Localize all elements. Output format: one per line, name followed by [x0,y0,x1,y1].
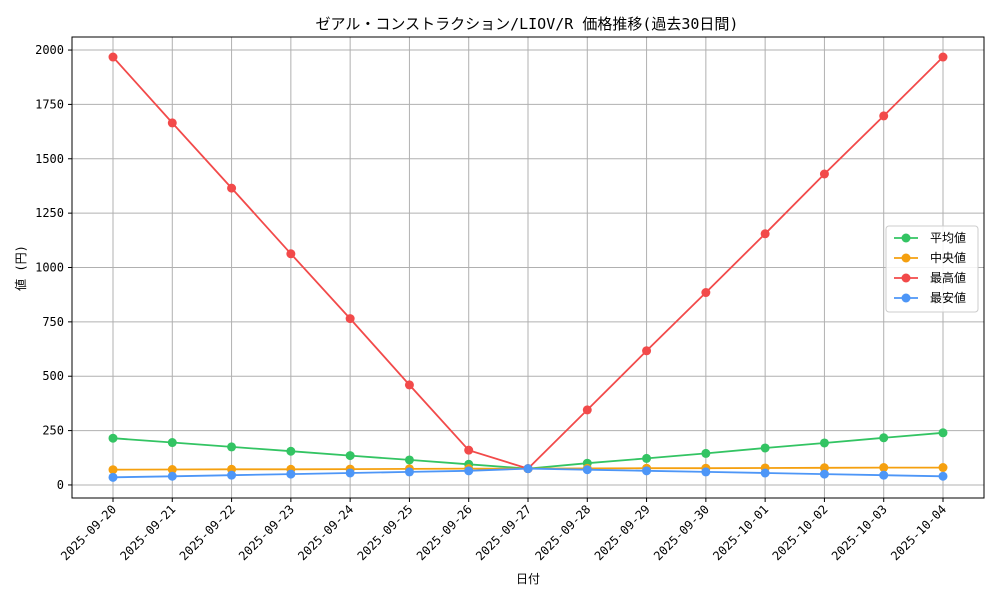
x-tick-label: 2025-09-26 [414,502,475,563]
y-tick-label: 750 [42,315,64,329]
x-tick-label: 2025-09-24 [295,502,356,563]
x-tick-label: 2025-10-01 [710,502,771,563]
data-point [167,118,177,128]
x-tick-label: 2025-09-21 [117,502,178,563]
data-point [819,438,829,448]
data-point [938,52,948,62]
data-point [404,467,414,477]
data-point [286,469,296,479]
data-point [760,443,770,453]
data-point [938,471,948,481]
data-point [108,472,118,482]
legend-item: 中央値 [894,250,966,265]
data-point [464,445,474,455]
legend-label: 平均値 [930,230,966,245]
data-point [642,346,652,356]
legend-item: 平均値 [894,230,966,245]
x-axis-label: 日付 [516,572,540,586]
data-point [582,405,592,415]
x-tick-label: 2025-10-02 [770,502,831,563]
legend-item: 最安値 [894,290,966,305]
data-point [286,446,296,456]
data-point [879,470,889,480]
x-tick-label: 2025-10-04 [888,502,949,563]
data-point [167,465,177,475]
x-tick-label: 2025-09-22 [177,502,238,563]
data-point [760,468,770,478]
data-point [227,442,237,452]
data-point [286,249,296,259]
data-point [167,471,177,481]
data-point [701,467,711,477]
data-point [642,466,652,476]
y-tick-label: 250 [42,424,64,438]
legend-label: 中央値 [930,250,966,265]
legend-label: 最安値 [930,290,966,305]
y-tick-label: 1000 [35,261,64,275]
y-tick-label: 0 [57,478,64,492]
data-point [108,433,118,443]
data-point [167,438,177,448]
y-tick-label: 1250 [35,206,64,220]
y-tick-label: 500 [42,369,64,383]
data-point [938,428,948,438]
legend-box [885,225,979,313]
y-axis-label: 値 (円) [13,245,28,291]
x-axis: 2025-09-202025-09-212025-09-222025-09-23… [58,498,949,563]
y-tick-label: 1500 [35,152,64,166]
series-group [108,52,948,482]
data-point [819,463,829,473]
data-point [345,468,355,478]
chart-title: ゼアル・コンストラクション/LIOV/R 価格推移(過去30日間) [316,15,739,33]
legend-item: 最高値 [894,270,966,285]
x-tick-label: 2025-09-20 [58,502,119,563]
data-point [701,288,711,298]
legend-swatch-marker [901,233,911,243]
data-point [345,314,355,324]
data-point [108,52,118,62]
data-point [227,183,237,193]
data-point [760,229,770,239]
data-point [523,464,533,474]
data-point [879,433,889,443]
x-tick-label: 2025-09-30 [651,502,712,563]
data-point [819,169,829,179]
data-point [404,455,414,465]
legend-label: 最高値 [930,270,966,285]
legend-swatch-marker [901,293,911,303]
data-point [404,380,414,390]
x-tick-label: 2025-09-29 [592,502,653,563]
y-tick-label: 1750 [35,97,64,111]
data-point [345,451,355,461]
data-point [819,469,829,479]
data-point [227,470,237,480]
data-point [938,463,948,473]
data-point [879,111,889,121]
legend-swatch-marker [901,253,911,263]
x-tick-label: 2025-09-28 [532,502,593,563]
series-最安値 [108,464,948,482]
x-tick-label: 2025-09-23 [236,502,297,563]
data-point [108,465,118,475]
data-point [464,466,474,476]
x-tick-label: 2025-09-27 [473,502,534,563]
data-point [879,463,889,473]
data-point [701,448,711,458]
grid [72,37,984,498]
x-tick-label: 2025-09-25 [355,502,416,563]
y-axis: 0 250 500 750 1000 1250 1500 1750 2000 [35,43,72,492]
data-point [642,453,652,463]
x-tick-label: 2025-10-03 [829,502,890,563]
data-point [582,465,592,475]
y-tick-label: 2000 [35,43,64,57]
legend-swatch-marker [901,273,911,283]
